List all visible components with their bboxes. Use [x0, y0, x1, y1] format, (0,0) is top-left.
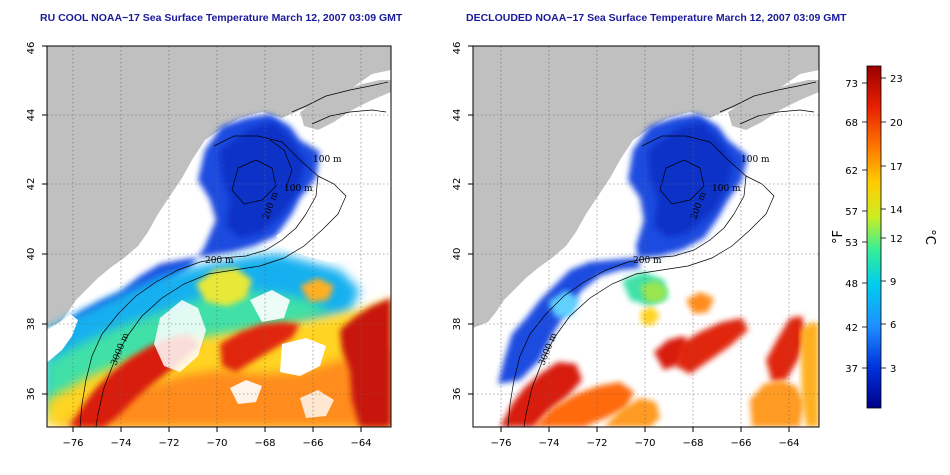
left-depth-label-200m-b: 200 m [205, 256, 234, 266]
right-depth-label-100m-b: 100 m [712, 184, 741, 194]
left-y-tick-46: 46 [26, 42, 37, 55]
colorbar-celsius-label: °C [922, 229, 937, 245]
right-y-tick-labels: 36 38 40 42 44 46 [452, 42, 463, 401]
colorbar-c-tick-14: 14 [890, 205, 903, 216]
colorbar-f-tick-53: 53 [845, 238, 858, 249]
left-x-tick-76: −76 [62, 438, 83, 449]
left-y-axis [42, 45, 47, 395]
right-x-tick-72: −72 [586, 438, 607, 449]
colorbar-c-tick-3: 3 [890, 364, 896, 375]
right-graticule [473, 46, 819, 427]
left-nova-scotia [300, 80, 391, 130]
colorbar-gradient [866, 65, 882, 409]
left-depth-contours [79, 81, 389, 427]
left-x-tick-labels: −76 −74 −72 −70 −68 −66 −64 [62, 438, 371, 449]
colorbar-c-tick-20: 20 [890, 118, 903, 129]
right-y-tick-36: 36 [452, 388, 463, 401]
right-y-tick-46: 46 [452, 42, 463, 55]
colorbar-f-tick-48: 48 [845, 279, 858, 290]
right-land-mass [473, 46, 819, 328]
colorbar-fahrenheit-label: °F [831, 230, 846, 244]
colorbar-f-tick-73: 73 [845, 79, 858, 90]
right-x-tick-labels: −76 −74 −72 −70 −68 −66 −64 [490, 438, 799, 449]
left-x-tick-70: −70 [206, 438, 227, 449]
right-depth-label-100m-a: 100 m [741, 155, 770, 165]
right-x-tick-64: −64 [778, 438, 799, 449]
colorbar-f-tick-42: 42 [845, 323, 858, 334]
left-sst-field [47, 114, 391, 427]
right-depth-contours [507, 81, 817, 427]
left-x-axis [72, 427, 362, 432]
right-x-tick-68: −68 [682, 438, 703, 449]
left-y-tick-labels: 36 38 40 42 44 46 [26, 42, 37, 401]
colorbar-f-tick-37: 37 [845, 364, 858, 375]
left-graticule [47, 46, 391, 427]
left-x-tick-66: −66 [302, 438, 323, 449]
right-sst-field [498, 114, 819, 427]
left-panel-title: RU COOL NOAA−17 Sea Surface Temperature … [40, 12, 403, 24]
right-y-tick-44: 44 [452, 109, 463, 122]
left-x-tick-72: −72 [158, 438, 179, 449]
left-y-tick-42: 42 [26, 178, 37, 191]
colorbar: 73 68 62 57 53 48 42 37 23 20 17 14 12 9… [831, 65, 937, 409]
left-depth-label-100m-a: 100 m [313, 155, 342, 165]
right-y-tick-42: 42 [452, 178, 463, 191]
right-x-tick-70: −70 [634, 438, 655, 449]
left-depth-label-100m-b: 100 m [284, 184, 313, 194]
left-y-tick-40: 40 [26, 248, 37, 261]
right-nova-scotia [728, 80, 819, 130]
left-y-tick-36: 36 [26, 388, 37, 401]
left-land-mass [47, 46, 391, 328]
colorbar-c-tick-12: 12 [890, 234, 903, 245]
colorbar-c-tick-23: 23 [890, 74, 903, 85]
right-y-tick-38: 38 [452, 318, 463, 331]
left-y-tick-44: 44 [26, 109, 37, 122]
right-x-tick-76: −76 [490, 438, 511, 449]
right-depth-label-200m-b: 200 m [633, 256, 662, 266]
right-y-axis [468, 45, 473, 395]
colorbar-c-tick-9: 9 [890, 277, 896, 288]
colorbar-f-tick-62: 62 [845, 166, 858, 177]
left-map-frame [46, 45, 392, 428]
colorbar-f-tick-57: 57 [845, 207, 858, 218]
right-x-axis [500, 427, 790, 432]
left-x-tick-64: −64 [350, 438, 371, 449]
right-x-tick-66: −66 [730, 438, 751, 449]
left-y-tick-38: 38 [26, 318, 37, 331]
right-map-frame [472, 45, 820, 428]
colorbar-f-tick-68: 68 [845, 118, 858, 129]
left-x-tick-74: −74 [110, 438, 131, 449]
right-panel-title: DECLOUDED NOAA−17 Sea Surface Temperatur… [466, 12, 847, 24]
colorbar-c-tick-17: 17 [890, 162, 903, 173]
left-x-tick-68: −68 [254, 438, 275, 449]
right-x-tick-74: −74 [538, 438, 559, 449]
left-map-panel: 100 m 100 m 200 m 200 m 3000 m [47, 46, 391, 427]
colorbar-c-tick-6: 6 [890, 320, 896, 331]
right-y-tick-40: 40 [452, 248, 463, 261]
right-map-panel: 100 m 100 m 200 m 200 m 3000 m [473, 46, 819, 427]
